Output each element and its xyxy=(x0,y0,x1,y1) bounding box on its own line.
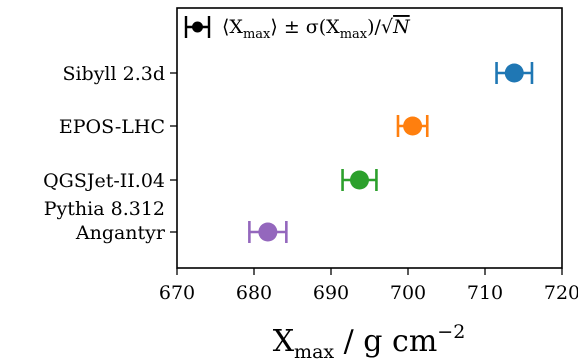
x-axis-label: Xmax / g cm−2 xyxy=(273,321,466,363)
plot-area xyxy=(176,7,563,269)
category-label: Sibyll 2.3d xyxy=(62,63,165,85)
data-point-group xyxy=(396,115,429,137)
data-point xyxy=(403,116,423,136)
data-point-group xyxy=(248,221,288,243)
category-label: QGSJet-II.04 xyxy=(43,170,165,192)
legend-marker-point xyxy=(192,21,203,33)
x-tick-label: 680 xyxy=(236,282,272,304)
legend: ⟨Xmax⟩ ± σ(Xmax)/√N xyxy=(184,16,411,42)
category-label: EPOS-LHC xyxy=(59,116,165,138)
x-tick-label: 710 xyxy=(467,282,503,304)
data-point xyxy=(349,170,369,190)
data-point-group xyxy=(495,62,534,84)
data-point xyxy=(504,63,524,83)
x-tick-label: 700 xyxy=(390,282,426,304)
data-point-group xyxy=(341,169,378,191)
category-label: Pythia 8.312 xyxy=(44,198,165,220)
x-tick-label: 720 xyxy=(544,282,578,304)
legend-label: ⟨Xmax⟩ ± σ(Xmax)/√N xyxy=(222,16,411,42)
x-tick-label: 670 xyxy=(159,282,195,304)
data-point xyxy=(258,222,278,242)
x-tick-label: 690 xyxy=(313,282,349,304)
category-label: Angantyr xyxy=(75,222,166,244)
